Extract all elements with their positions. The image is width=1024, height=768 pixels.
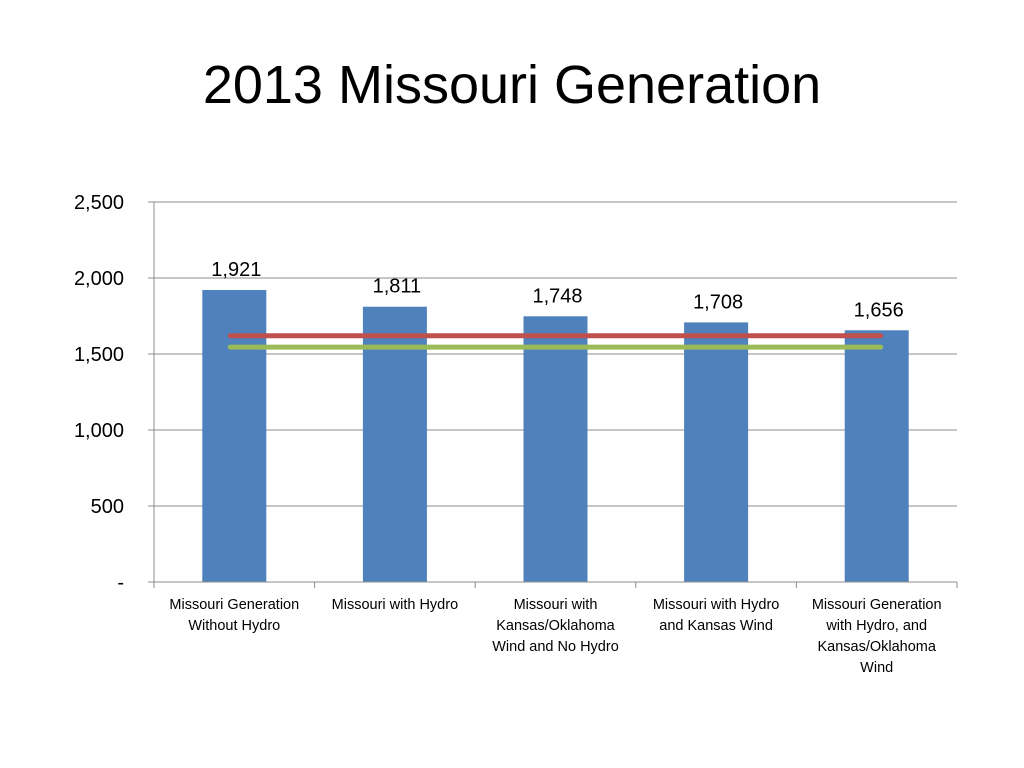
bar [523,316,588,582]
data-label: 1,656 [854,299,904,321]
data-label: 1,708 [693,291,743,313]
x-tick-label: Missouri Generation Without Hydro [169,597,299,634]
reference-lines [227,333,884,350]
labels: - 500 1,000 1,500 2,000 2,500 1,921 Missouri Ge… [74,192,942,676]
x-tick-label: Missouri with Hydro and Kansas Wind [653,597,780,634]
bar [362,306,427,582]
y-tick-label: 1,500 [74,344,124,366]
x-tick-label: Missouri with Kansas/Oklahoma Wind and No … [492,597,619,655]
y-tick-label: 2,000 [74,268,124,290]
y-tick-label: 2,500 [74,192,124,214]
bar [844,330,909,582]
bars [202,290,909,582]
x-tick-label: Missouri Generation with Hydro, and Kansas… [812,597,942,676]
axes [148,201,958,588]
y-tick-label: 500 [91,496,124,518]
y-tick-label: 1,000 [74,420,124,442]
slide-title: 2013 Missouri Generation [202,55,822,115]
bar [202,290,267,582]
y-tick-label: - [117,572,124,594]
x-tick-label: Missouri with Hydro [332,597,459,613]
data-label: 1,748 [532,285,582,307]
bar [684,322,749,582]
data-label: 1,811 [373,276,422,298]
data-label: 1,921 [211,259,261,281]
